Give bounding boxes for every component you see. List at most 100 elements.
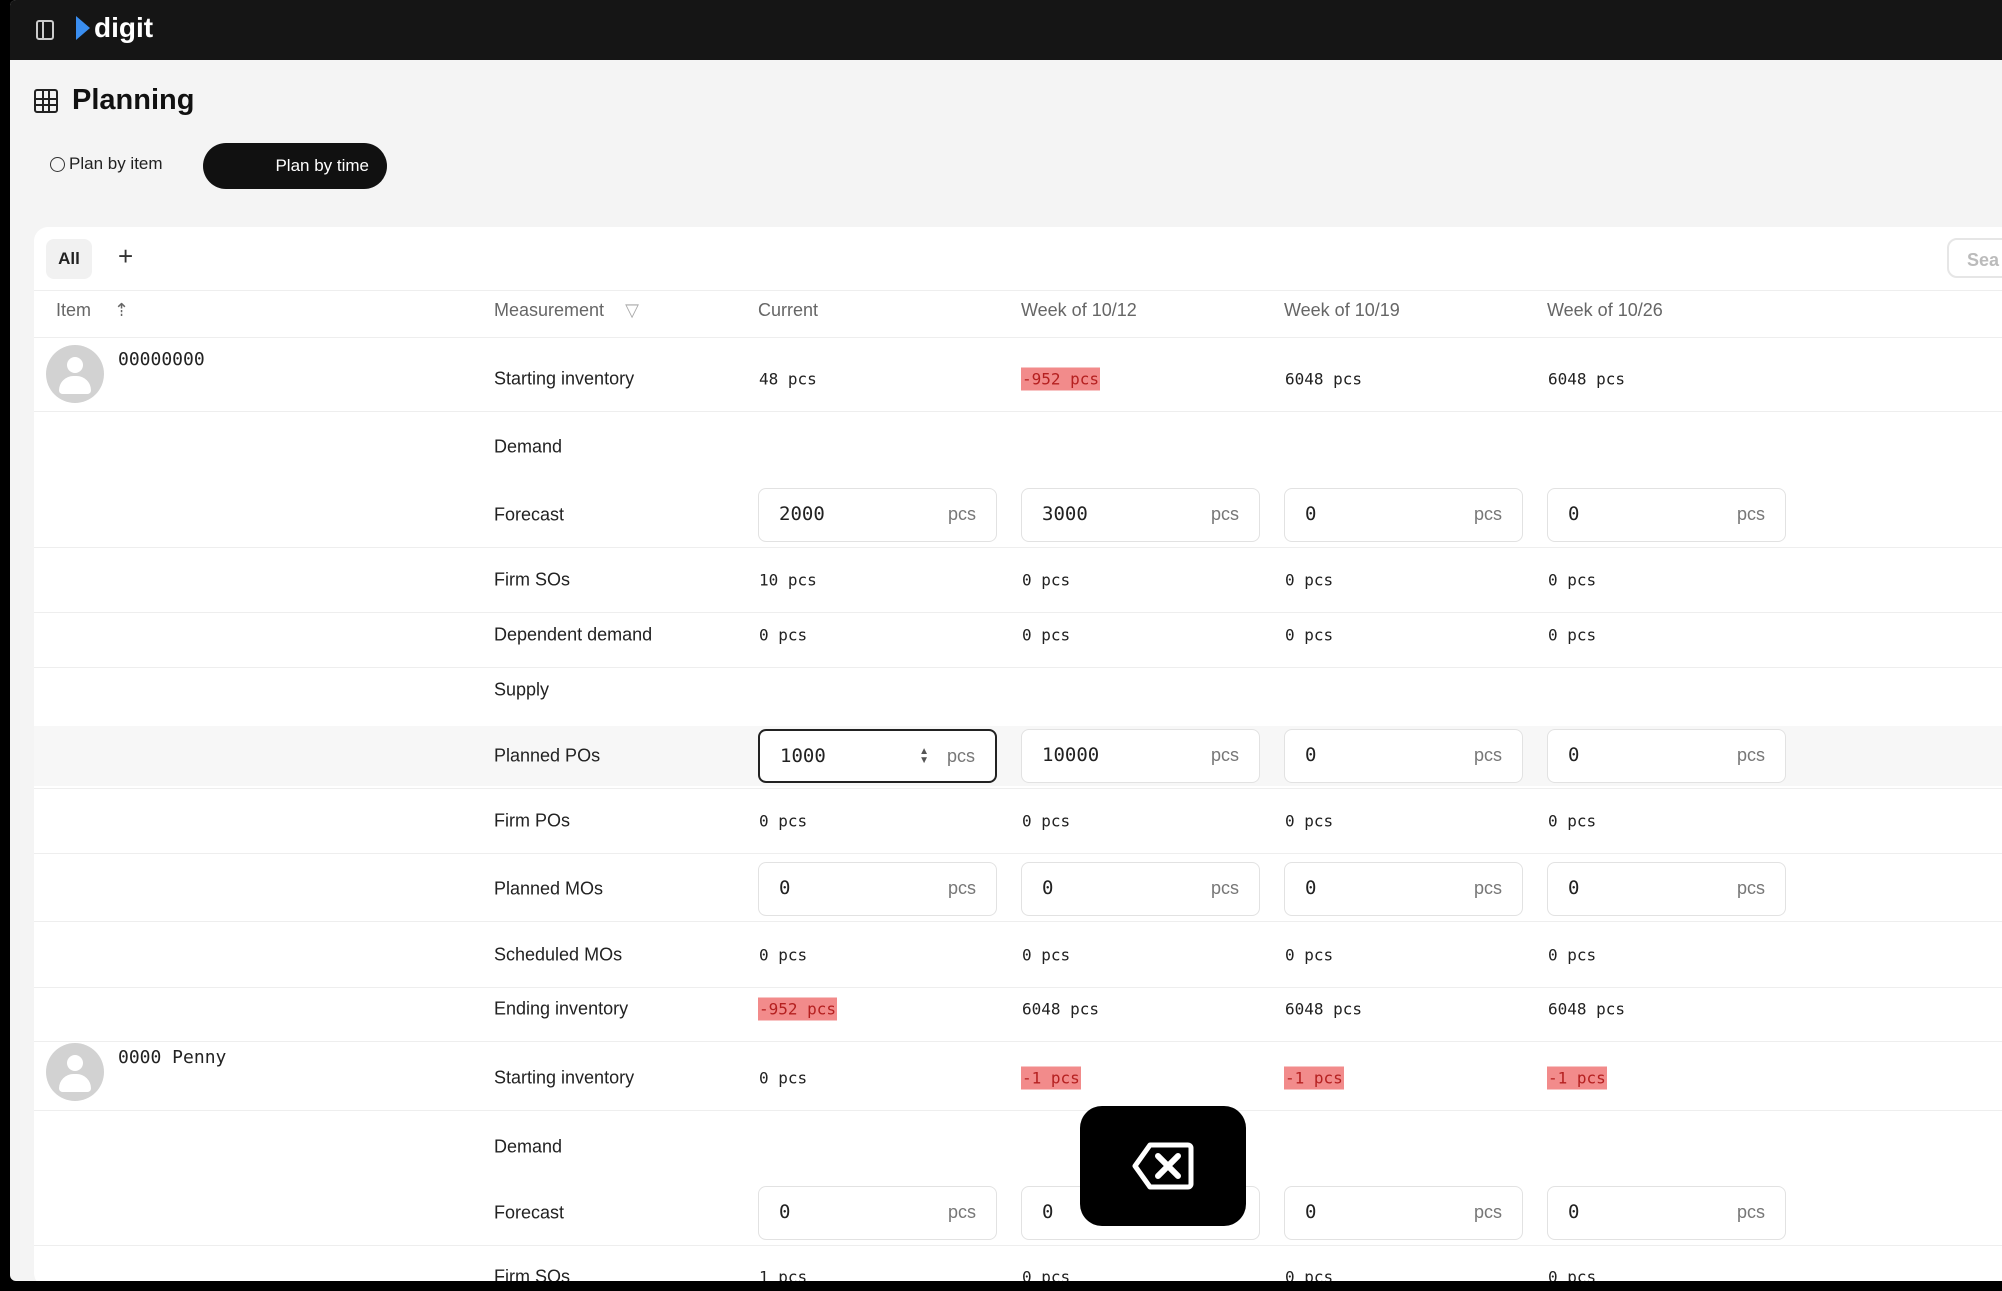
table-row: Supply (34, 660, 2002, 720)
divider (34, 290, 2002, 291)
divider (34, 612, 2002, 613)
quantity-input[interactable]: 0 pcs (1284, 729, 1523, 783)
quantity-input[interactable]: 0 pcs (1284, 488, 1523, 542)
item-name[interactable]: 0000 Penny (118, 1047, 227, 1068)
quantity-input[interactable]: 0 pcs (1547, 729, 1786, 783)
cell-value: 0 pcs (1548, 1267, 1597, 1282)
input-value: 0 (1568, 744, 1580, 766)
quantity-input[interactable]: 0 pcs (1284, 862, 1523, 916)
cell-value: 0 pcs (1285, 945, 1334, 965)
plan-by-time-button[interactable]: Plan by time (203, 143, 387, 189)
add-view-button[interactable]: + (118, 241, 134, 271)
app-window: digit Planning Plan by item Plan by time… (10, 0, 2002, 1281)
measurement-label: Dependent demand (494, 624, 653, 645)
measurement-label: Planned MOs (494, 878, 604, 899)
plan-by-item-button[interactable]: Plan by item (50, 154, 163, 174)
divider (34, 547, 2002, 548)
page-title: Planning (72, 84, 195, 116)
measurement-label: Demand (494, 436, 563, 457)
measurement-label: Ending inventory (494, 998, 629, 1019)
quantity-input[interactable]: 0 pcs (1547, 488, 1786, 542)
quantity-input[interactable]: 0 pcs (1547, 1186, 1786, 1240)
table-row: Firm SOs 1 pcs 0 pcs 0 pcs 0 pcs (34, 1247, 2002, 1282)
cell-value: 0 pcs (1285, 625, 1334, 645)
input-value: 0 (1305, 877, 1317, 899)
quantity-input[interactable]: 2000 pcs (758, 488, 997, 542)
item-icon (50, 156, 65, 172)
unit-label: pcs (947, 504, 976, 524)
divider (34, 337, 2002, 338)
column-header-item[interactable]: Item ⇡ (56, 300, 129, 321)
input-value: 0 (1305, 1201, 1317, 1223)
quantity-input[interactable]: 1000 ▲ ▼ pcs (758, 729, 997, 783)
logo-mark-icon (76, 16, 90, 40)
unit-label: pcs (1473, 504, 1502, 524)
quantity-input[interactable]: 0 pcs (1284, 1186, 1523, 1240)
input-value: 0 (1568, 1201, 1580, 1223)
cell-value: 6048 pcs (1285, 369, 1363, 389)
measurement-header-label: Measurement (494, 300, 605, 320)
filter-icon[interactable]: ▽ (625, 300, 639, 320)
input-value: 10000 (1042, 744, 1100, 766)
unit-label: pcs (946, 746, 975, 766)
measurement-label: Firm POs (494, 810, 570, 831)
avatar (46, 1043, 104, 1101)
cell-value: 0 pcs (1022, 570, 1071, 590)
negative-value: -952 pcs (1021, 367, 1101, 391)
search-input[interactable]: Sea (1947, 238, 2002, 278)
unit-label: pcs (1210, 504, 1239, 524)
quantity-input[interactable]: 10000 pcs (1021, 729, 1260, 783)
column-header-measurement[interactable]: Measurement ▽ (494, 300, 639, 321)
table-row: Firm POs 0 pcs 0 pcs 0 pcs 0 pcs (34, 791, 2002, 851)
quantity-input[interactable]: 0 pcs (1021, 862, 1260, 916)
input-value: 0 (1042, 877, 1054, 899)
cell-value: 10 pcs (759, 570, 817, 590)
quantity-input[interactable]: 0 pcs (758, 1186, 997, 1240)
cell-value: 0 pcs (1285, 1267, 1334, 1282)
cell-value: 48 pcs (759, 369, 817, 389)
table-row: Scheduled MOs 0 pcs 0 pcs 0 pcs 0 pcs (34, 925, 2002, 985)
divider (34, 788, 2002, 789)
logo-text: digit (94, 12, 154, 43)
divider (34, 1041, 2002, 1042)
sort-icon[interactable]: ⇡ (114, 300, 130, 320)
table-row: Firm SOs 10 pcs 0 pcs 0 pcs 0 pcs (34, 550, 2002, 610)
item-name[interactable]: 00000000 (118, 349, 205, 370)
cell-value: 0 pcs (1548, 625, 1597, 645)
plan-by-time-label: Plan by time (275, 156, 369, 175)
view-tab-all[interactable]: All (46, 239, 92, 279)
table-row: Demand (34, 417, 2002, 477)
input-value: 0 (1042, 1201, 1054, 1223)
cell-value: 0 pcs (1022, 811, 1071, 831)
measurement-label: Demand (494, 1136, 563, 1157)
divider (34, 853, 2002, 854)
logo[interactable]: digit (76, 12, 153, 44)
quantity-input[interactable]: 0 pcs (758, 862, 997, 916)
cell-value: 1 pcs (759, 1267, 808, 1282)
cell-value: 0 pcs (1022, 625, 1071, 645)
divider (34, 987, 2002, 988)
cell-value: 0 pcs (759, 625, 808, 645)
unit-label: pcs (1473, 878, 1502, 898)
stepper-icon[interactable]: ▲ ▼ (919, 746, 929, 766)
table-row: Dependent demand 0 pcs 0 pcs 0 pcs 0 pcs (34, 605, 2002, 665)
table-row: Ending inventory -952 pcs 6048 pcs 6048 pcs… (34, 979, 2002, 1039)
unit-label: pcs (1736, 504, 1765, 524)
column-header-current: Current (758, 300, 819, 320)
quantity-input[interactable]: 0 pcs (1547, 862, 1786, 916)
column-header-week-1: Week of 10/12 (1021, 300, 1137, 320)
cell-value: 0 pcs (759, 811, 808, 831)
unit-label: pcs (1736, 1202, 1765, 1222)
input-value: 0 (1305, 744, 1317, 766)
sidebar-toggle-icon[interactable] (36, 20, 54, 40)
quantity-input[interactable]: 3000 pcs (1021, 488, 1260, 542)
unit-label: pcs (1473, 1202, 1502, 1222)
measurement-label: Starting inventory (494, 1067, 635, 1088)
item-header-label: Item (56, 300, 92, 320)
page-header: Planning (34, 84, 194, 117)
cell-value: 0 pcs (759, 1068, 808, 1088)
negative-value: -952 pcs (758, 997, 838, 1021)
cell-value: 0 pcs (1022, 945, 1071, 965)
measurement-label: Firm SOs (494, 569, 570, 590)
input-value: 2000 (779, 503, 825, 525)
